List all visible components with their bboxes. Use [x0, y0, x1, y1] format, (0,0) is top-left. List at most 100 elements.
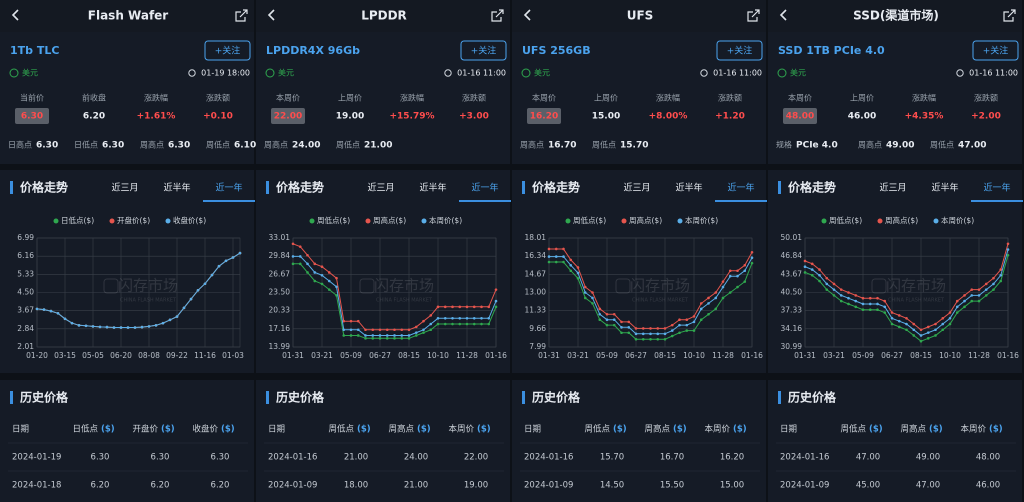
- series-point: [707, 296, 710, 300]
- series-point: [393, 337, 396, 340]
- series-point: [349, 319, 353, 323]
- series-point: [451, 316, 454, 320]
- x-tick-label: 01-16: [997, 351, 1019, 360]
- series-point: [407, 328, 411, 332]
- series-point: [649, 337, 652, 341]
- range-tab[interactable]: 近半年: [163, 182, 190, 194]
- stat-value: +1.61%: [137, 112, 176, 122]
- series-point: [356, 319, 360, 323]
- series-point: [736, 269, 739, 273]
- active-tab-underline: [203, 200, 255, 202]
- follow-button[interactable]: [972, 40, 1019, 61]
- extra-label: 周高点: [858, 140, 882, 150]
- currency-icon: [777, 68, 787, 78]
- stat-label: 涨跌幅: [656, 93, 680, 103]
- range-tab[interactable]: 近半年: [675, 182, 702, 194]
- series-point: [147, 325, 151, 328]
- series-point: [736, 285, 739, 289]
- table-cell: 14.50: [600, 481, 624, 491]
- table-header-unit: ($): [221, 425, 235, 435]
- header-bar: [768, 0, 1022, 32]
- series-point: [342, 319, 346, 323]
- stat-value: 15.00: [592, 112, 620, 122]
- series-point: [472, 322, 476, 326]
- section-title: 价格走势: [276, 180, 324, 195]
- history-card: [0, 380, 254, 502]
- info-card: [768, 32, 1022, 164]
- follow-button[interactable]: [460, 40, 507, 61]
- legend-label: 周高点($): [373, 215, 406, 225]
- stat-label: 当前价: [20, 93, 44, 103]
- x-tick-label: 06-27: [881, 351, 903, 360]
- back-icon[interactable]: [267, 9, 275, 21]
- stat-value: 22.00: [274, 112, 302, 122]
- series-point: [692, 320, 696, 324]
- back-icon[interactable]: [779, 9, 787, 21]
- x-tick-label: 01-16: [485, 351, 507, 360]
- series-point: [641, 337, 645, 341]
- series-point: [984, 288, 988, 291]
- range-tab[interactable]: 近三月: [367, 182, 394, 194]
- x-tick-label: 01-20: [26, 351, 48, 360]
- section-marker: [778, 181, 781, 194]
- range-tab[interactable]: 近三月: [111, 182, 138, 194]
- range-tab[interactable]: 近三月: [623, 182, 650, 194]
- legend-dot: [365, 218, 371, 224]
- series-point: [393, 334, 396, 337]
- range-tab[interactable]: 近一年: [727, 182, 754, 194]
- series-point: [77, 324, 81, 327]
- current-price-box: [527, 108, 561, 124]
- table-cell: 2024-01-18: [12, 481, 61, 491]
- series-point: [154, 324, 158, 327]
- series-point: [105, 325, 109, 329]
- stat-label: 前收盘: [82, 93, 106, 103]
- legend-dot: [933, 218, 939, 224]
- series-point: [56, 311, 60, 315]
- table-cell: 6.20: [151, 481, 170, 491]
- series-point: [480, 322, 483, 326]
- series-point: [634, 332, 638, 336]
- series-point: [393, 328, 396, 332]
- y-tick-label: 14.67: [525, 269, 547, 278]
- x-tick-label: 05-05: [82, 351, 104, 360]
- series-point: [912, 322, 916, 326]
- info-card: [256, 32, 510, 164]
- series-point: [91, 325, 95, 328]
- range-tab[interactable]: 近半年: [419, 182, 446, 194]
- series-point: [364, 328, 367, 332]
- section-marker: [778, 391, 781, 404]
- table-cell: 49.00: [916, 453, 940, 463]
- series-point: [422, 328, 425, 332]
- stat-label: 本周价: [788, 93, 812, 103]
- section-title: 价格走势: [532, 180, 580, 195]
- table-header: 周高点: [644, 424, 670, 435]
- back-icon[interactable]: [11, 9, 19, 21]
- extra-label: 规格: [776, 140, 792, 150]
- legend-dot: [165, 218, 171, 224]
- x-tick-label: 11-28: [968, 351, 990, 360]
- range-tab[interactable]: 近三月: [879, 182, 906, 194]
- legend-label: 周高点($): [885, 215, 918, 225]
- currency: 美元: [278, 68, 294, 78]
- follow-button[interactable]: [204, 40, 251, 61]
- range-tab[interactable]: 近半年: [931, 182, 958, 194]
- current-price-box: [271, 108, 305, 124]
- series-point: [854, 305, 858, 309]
- table-cell: 2024-01-16: [780, 453, 829, 463]
- extra-value: 49.00: [886, 141, 914, 151]
- series-point: [320, 282, 324, 286]
- range-tab[interactable]: 近一年: [215, 182, 242, 194]
- range-tab[interactable]: 近一年: [471, 182, 498, 194]
- series-point: [429, 314, 433, 317]
- table-header: 周低点: [328, 424, 354, 435]
- share-icon[interactable]: [235, 9, 248, 22]
- series-point: [905, 316, 908, 320]
- watermark-logo: [103, 278, 119, 294]
- share-icon[interactable]: [747, 9, 760, 22]
- series-point: [992, 288, 995, 291]
- back-icon[interactable]: [523, 9, 531, 21]
- share-icon[interactable]: [491, 9, 504, 22]
- share-icon[interactable]: [1003, 9, 1016, 22]
- follow-button[interactable]: [716, 40, 763, 61]
- range-tab[interactable]: 近一年: [983, 182, 1010, 194]
